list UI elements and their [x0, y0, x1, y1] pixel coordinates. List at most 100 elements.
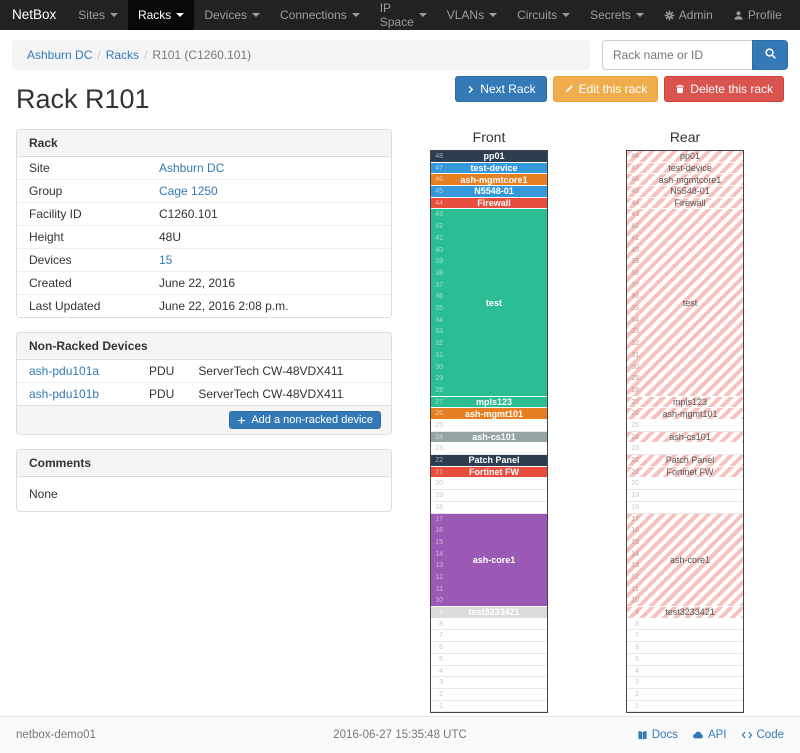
unit-number: 47	[631, 164, 639, 172]
rack-panel-title: Rack	[17, 130, 391, 157]
nav-item-connections[interactable]: Connections	[270, 0, 370, 30]
rack-unit-front-Patch Panel[interactable]: 22 Patch Panel	[431, 455, 547, 467]
rack-unit-rear-Fortinet FW[interactable]: 21 Fortinet FW	[627, 466, 743, 479]
rack-unit-rear-Patch Panel[interactable]: 22 Patch Panel	[627, 455, 743, 467]
top-navbar: NetBox Sites Racks Devices Connections IP Sp…	[0, 0, 800, 30]
unit-number: 17	[435, 515, 443, 523]
rear-rack-title: Rear	[669, 129, 701, 145]
unit-number: 21	[435, 468, 443, 476]
breadcrumb-link[interactable]: Ashburn DC	[27, 48, 93, 62]
unit-number: 28	[631, 386, 639, 394]
device-label: ash-mgmtcore1	[460, 174, 528, 185]
rack-unit-front-empty-25: 25	[431, 420, 547, 432]
attr-value: Ashburn DC	[147, 157, 391, 180]
nav-item-label: VLANs	[446, 8, 485, 22]
unit-number: 10	[631, 597, 639, 605]
unit-number: 8	[439, 620, 443, 628]
next-rack-button[interactable]: Next Rack	[455, 76, 547, 102]
rack-unit-front-Fortinet FW[interactable]: 21 Fortinet FW	[431, 466, 547, 479]
unit-number: 24	[631, 433, 639, 441]
app-brand[interactable]: NetBox	[12, 7, 57, 22]
unit-number: 33	[435, 328, 443, 336]
rack-unit-front-Firewall[interactable]: 44 Firewall	[431, 197, 547, 210]
breadcrumb-link[interactable]: Racks	[105, 48, 140, 62]
rack-unit-rear-test[interactable]: 43 42 41 40 39 38 37 36 35 34 33 32 31 30 29 28 test	[627, 209, 743, 397]
rack-unit-rear-ash-mgmt101[interactable]: 26 ash-mgmt101	[627, 408, 743, 420]
nav-item-vlans[interactable]: VLANs	[437, 0, 507, 30]
unit-number: 18	[435, 503, 443, 511]
rack-unit-front-pp01[interactable]: 48 pp01	[431, 151, 547, 163]
unit-number: 29	[631, 375, 639, 383]
code-link[interactable]: Code	[741, 729, 784, 741]
rack-attr-row: Height 48U	[17, 225, 391, 249]
edit-rack-button[interactable]: Edit this rack	[552, 76, 659, 102]
rack-unit-front-test-device[interactable]: 47 test-device	[431, 162, 547, 175]
api-link[interactable]: API	[692, 729, 727, 741]
device-link[interactable]: ash-pdu101b	[29, 387, 100, 401]
rack-search-input[interactable]	[602, 40, 752, 70]
rack-unit-front-ash-cs101[interactable]: 24 ash-cs101	[431, 431, 547, 444]
unit-number: 20	[435, 480, 443, 488]
unit-number: 42	[435, 223, 443, 231]
attr-value-link[interactable]: 15	[159, 253, 173, 267]
gear-icon	[664, 10, 675, 21]
rack-unit-front-test3233421[interactable]: 9 test3233421	[431, 607, 547, 619]
attr-value: 48U	[147, 225, 391, 249]
rack-unit-rear-pp01[interactable]: 48 pp01	[627, 151, 743, 163]
nav-item-ip-space[interactable]: IP Space	[370, 0, 437, 30]
unit-number: 44	[435, 199, 443, 207]
logout-link[interactable]: Log out	[792, 0, 800, 30]
device-name-cell: ash-pdu101a	[17, 360, 137, 383]
cloud-icon	[692, 729, 704, 741]
device-model-cell: ServerTech CW-48VDX411	[198, 364, 344, 378]
admin-link[interactable]: Admin	[654, 0, 723, 30]
rack-unit-front-test[interactable]: 43 42 41 40 39 38 37 36 35 34 33 32 31 30 29 28 test	[431, 209, 547, 397]
nav-item-devices[interactable]: Devices	[194, 0, 270, 30]
unit-number: 29	[435, 375, 443, 383]
rack-unit-front-ash-mgmt101[interactable]: 26 ash-mgmt101	[431, 408, 547, 420]
unit-number: 39	[631, 258, 639, 266]
unit-number: 33	[631, 328, 639, 336]
rack-unit-rear-empty-1: 1	[627, 700, 743, 713]
rack-unit-front-ash-core1[interactable]: 17 16 15 14 13 12 11 10 ash-core1	[431, 513, 547, 608]
rack-unit-rear-ash-core1[interactable]: 17 16 15 14 13 12 11 10 ash-core1	[627, 513, 743, 608]
unit-number: 6	[635, 644, 639, 652]
rack-unit-front-N5548-01[interactable]: 45 N5548-01	[431, 186, 547, 198]
trash-icon	[675, 84, 685, 94]
unit-number: 47	[435, 164, 443, 172]
rack-unit-rear-empty-25: 25	[627, 420, 743, 432]
device-link[interactable]: ash-pdu101a	[29, 364, 100, 378]
unit-number: 5	[635, 655, 639, 663]
rack-unit-rear-ash-cs101[interactable]: 24 ash-cs101	[627, 431, 743, 444]
rack-unit-front-ash-mgmtcore1[interactable]: 46 ash-mgmtcore1	[431, 174, 547, 187]
attr-value-link[interactable]: Cage 1250	[159, 184, 218, 198]
rack-search-button[interactable]	[752, 40, 788, 70]
attr-value-link[interactable]: Ashburn DC	[159, 161, 225, 175]
rack-unit-front-empty-2: 2	[431, 688, 547, 701]
attr-label: Group	[17, 179, 147, 203]
docs-link[interactable]: Docs	[637, 729, 678, 741]
non-racked-footer: Add a non-racked device	[17, 405, 391, 434]
nav-item-racks[interactable]: Racks	[127, 0, 195, 30]
hostname: netbox-demo01	[16, 729, 96, 741]
rack-unit-rear-N5548-01[interactable]: 45 N5548-01	[627, 186, 743, 198]
rack-unit-rear-ash-mgmtcore1[interactable]: 46 ash-mgmtcore1	[627, 174, 743, 187]
nav-item-sites[interactable]: Sites	[68, 0, 128, 30]
nav-item-secrets[interactable]: Secrets	[580, 0, 654, 30]
unit-number: 11	[631, 585, 639, 593]
non-racked-row: ash-pdu101a PDU ServerTech CW-48VDX411	[17, 360, 391, 383]
rack-elevation-rear: 48 pp01 47 test-device 46 ash-mgmtcore1 45 N554…	[626, 150, 744, 714]
profile-link[interactable]: Profile	[723, 0, 792, 30]
rack-unit-rear-test-device[interactable]: 47 test-device	[627, 162, 743, 175]
unit-number: 1	[439, 702, 443, 710]
rack-unit-rear-Firewall[interactable]: 44 Firewall	[627, 197, 743, 210]
delete-rack-button[interactable]: Delete this rack	[664, 76, 784, 102]
rack-attrs-body: Site Ashburn DC Group Cage 1250 Facility ID C…	[17, 157, 391, 317]
nav-item-circuits[interactable]: Circuits	[507, 0, 580, 30]
unit-number: 37	[631, 281, 639, 289]
add-non-racked-device-button[interactable]: Add a non-racked device	[229, 411, 381, 429]
non-racked-row: ash-pdu101b PDU ServerTech CW-48VDX411	[17, 382, 391, 405]
rack-unit-rear-test3233421[interactable]: 9 test3233421	[627, 607, 743, 619]
rack-unit-front-mpls123[interactable]: 27 mpls123	[431, 396, 547, 409]
rack-unit-rear-mpls123[interactable]: 27 mpls123	[627, 396, 743, 409]
